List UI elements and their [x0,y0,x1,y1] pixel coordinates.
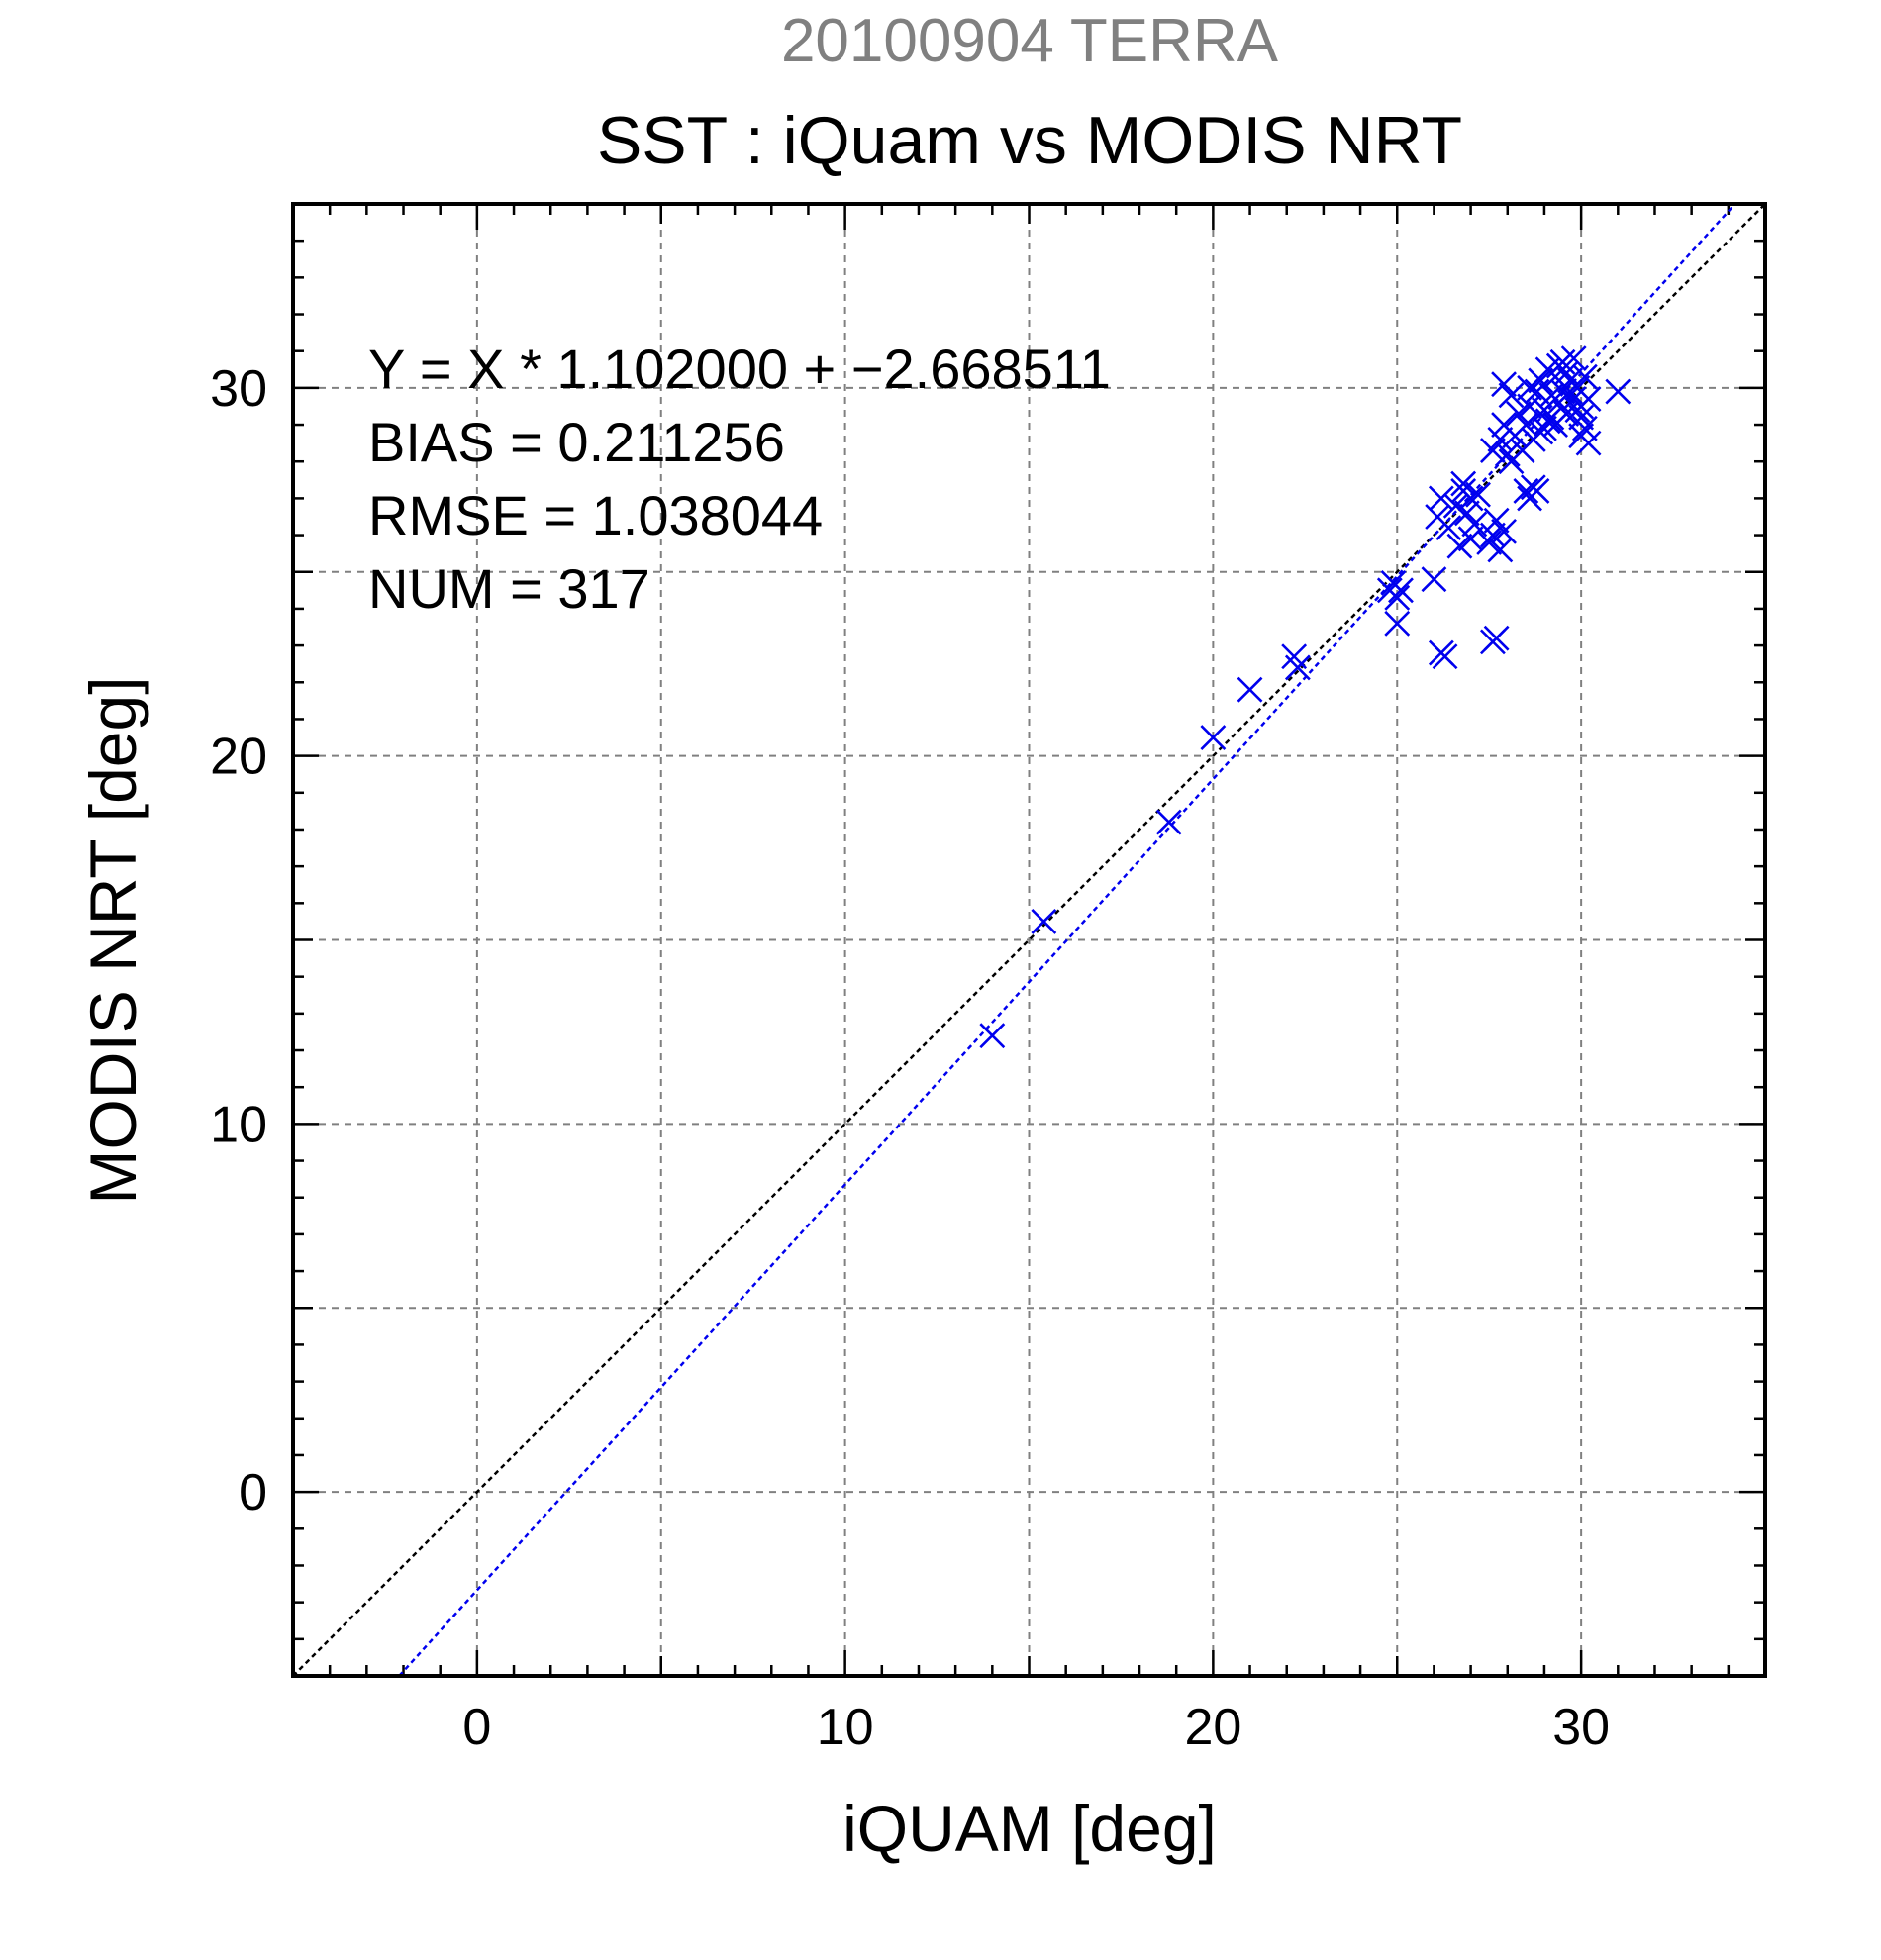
data-point [1436,515,1462,541]
x-tick-label: 20 [1184,1699,1241,1756]
data-point [1524,478,1550,504]
data-point [1513,478,1539,504]
x-tick-label: 10 [817,1699,874,1756]
chart-subtitle: SST : iQuam vs MODIS NRT [597,103,1462,178]
data-point [1487,427,1514,452]
data-point [1483,625,1510,651]
data-point [1506,400,1532,427]
data-point [1461,511,1488,538]
data-point [1517,393,1542,420]
data-point [1450,470,1477,497]
data-point [1237,676,1263,703]
data-point [1384,610,1411,637]
data-point [1571,415,1598,441]
stat-fit-equation: Y = X * 1.102000 + −2.668511 [368,338,1111,400]
x-tick-label: 0 [462,1699,491,1756]
data-point [1428,485,1454,512]
data-point [1528,419,1554,445]
stat-bias: BIAS = 0.211256 [368,411,785,473]
data-point [1457,485,1484,512]
data-point [1465,481,1491,508]
data-point [1476,530,1503,555]
y-tick-label: 10 [210,1096,267,1153]
data-point [1528,367,1554,394]
data-point [1031,908,1057,934]
fit-line [398,203,1736,1677]
reference-lines [292,203,1766,1677]
y-tick-label: 20 [210,729,267,786]
data-point [1200,725,1227,750]
data-point [1491,371,1517,398]
data-point [1446,533,1473,559]
data-point [1494,441,1521,467]
plot-frame [291,202,1767,1678]
data-point [1155,809,1182,835]
data-point [1388,577,1414,604]
data-point [1575,430,1602,456]
x-tick-label: 30 [1552,1699,1610,1756]
stats-box: Y = X * 1.102000 + −2.668511 BIAS = 0.21… [368,338,1111,620]
data-point [1376,577,1403,604]
data-point [1557,378,1583,405]
data-point [1483,507,1510,534]
data-point [1453,500,1480,527]
data-point [1560,345,1587,372]
data-point [979,1023,1006,1049]
y-tick-label: 0 [239,1464,267,1521]
data-point [1498,382,1525,409]
data-point [1605,378,1632,405]
data-point [1564,397,1591,424]
data-point [1534,408,1561,435]
y-axis-label: MODIS NRT [deg] [76,676,149,1204]
chart-title: 20100904 TERRA [781,7,1279,75]
x-axis-label: iQUAM [deg] [842,1792,1217,1865]
data-point [1479,438,1506,463]
data-points [979,345,1632,1049]
tick-labels: 0 0 10 10 20 20 30 30 [210,360,1610,1756]
data-point [1428,639,1454,666]
y-tick-label: 30 [210,360,267,418]
data-point [1284,654,1311,681]
stat-rmse: RMSE = 1.038044 [368,484,823,546]
data-point [1491,518,1517,544]
data-point [1542,412,1569,438]
stat-num: NUM = 317 [368,557,650,620]
data-point [1421,566,1447,593]
